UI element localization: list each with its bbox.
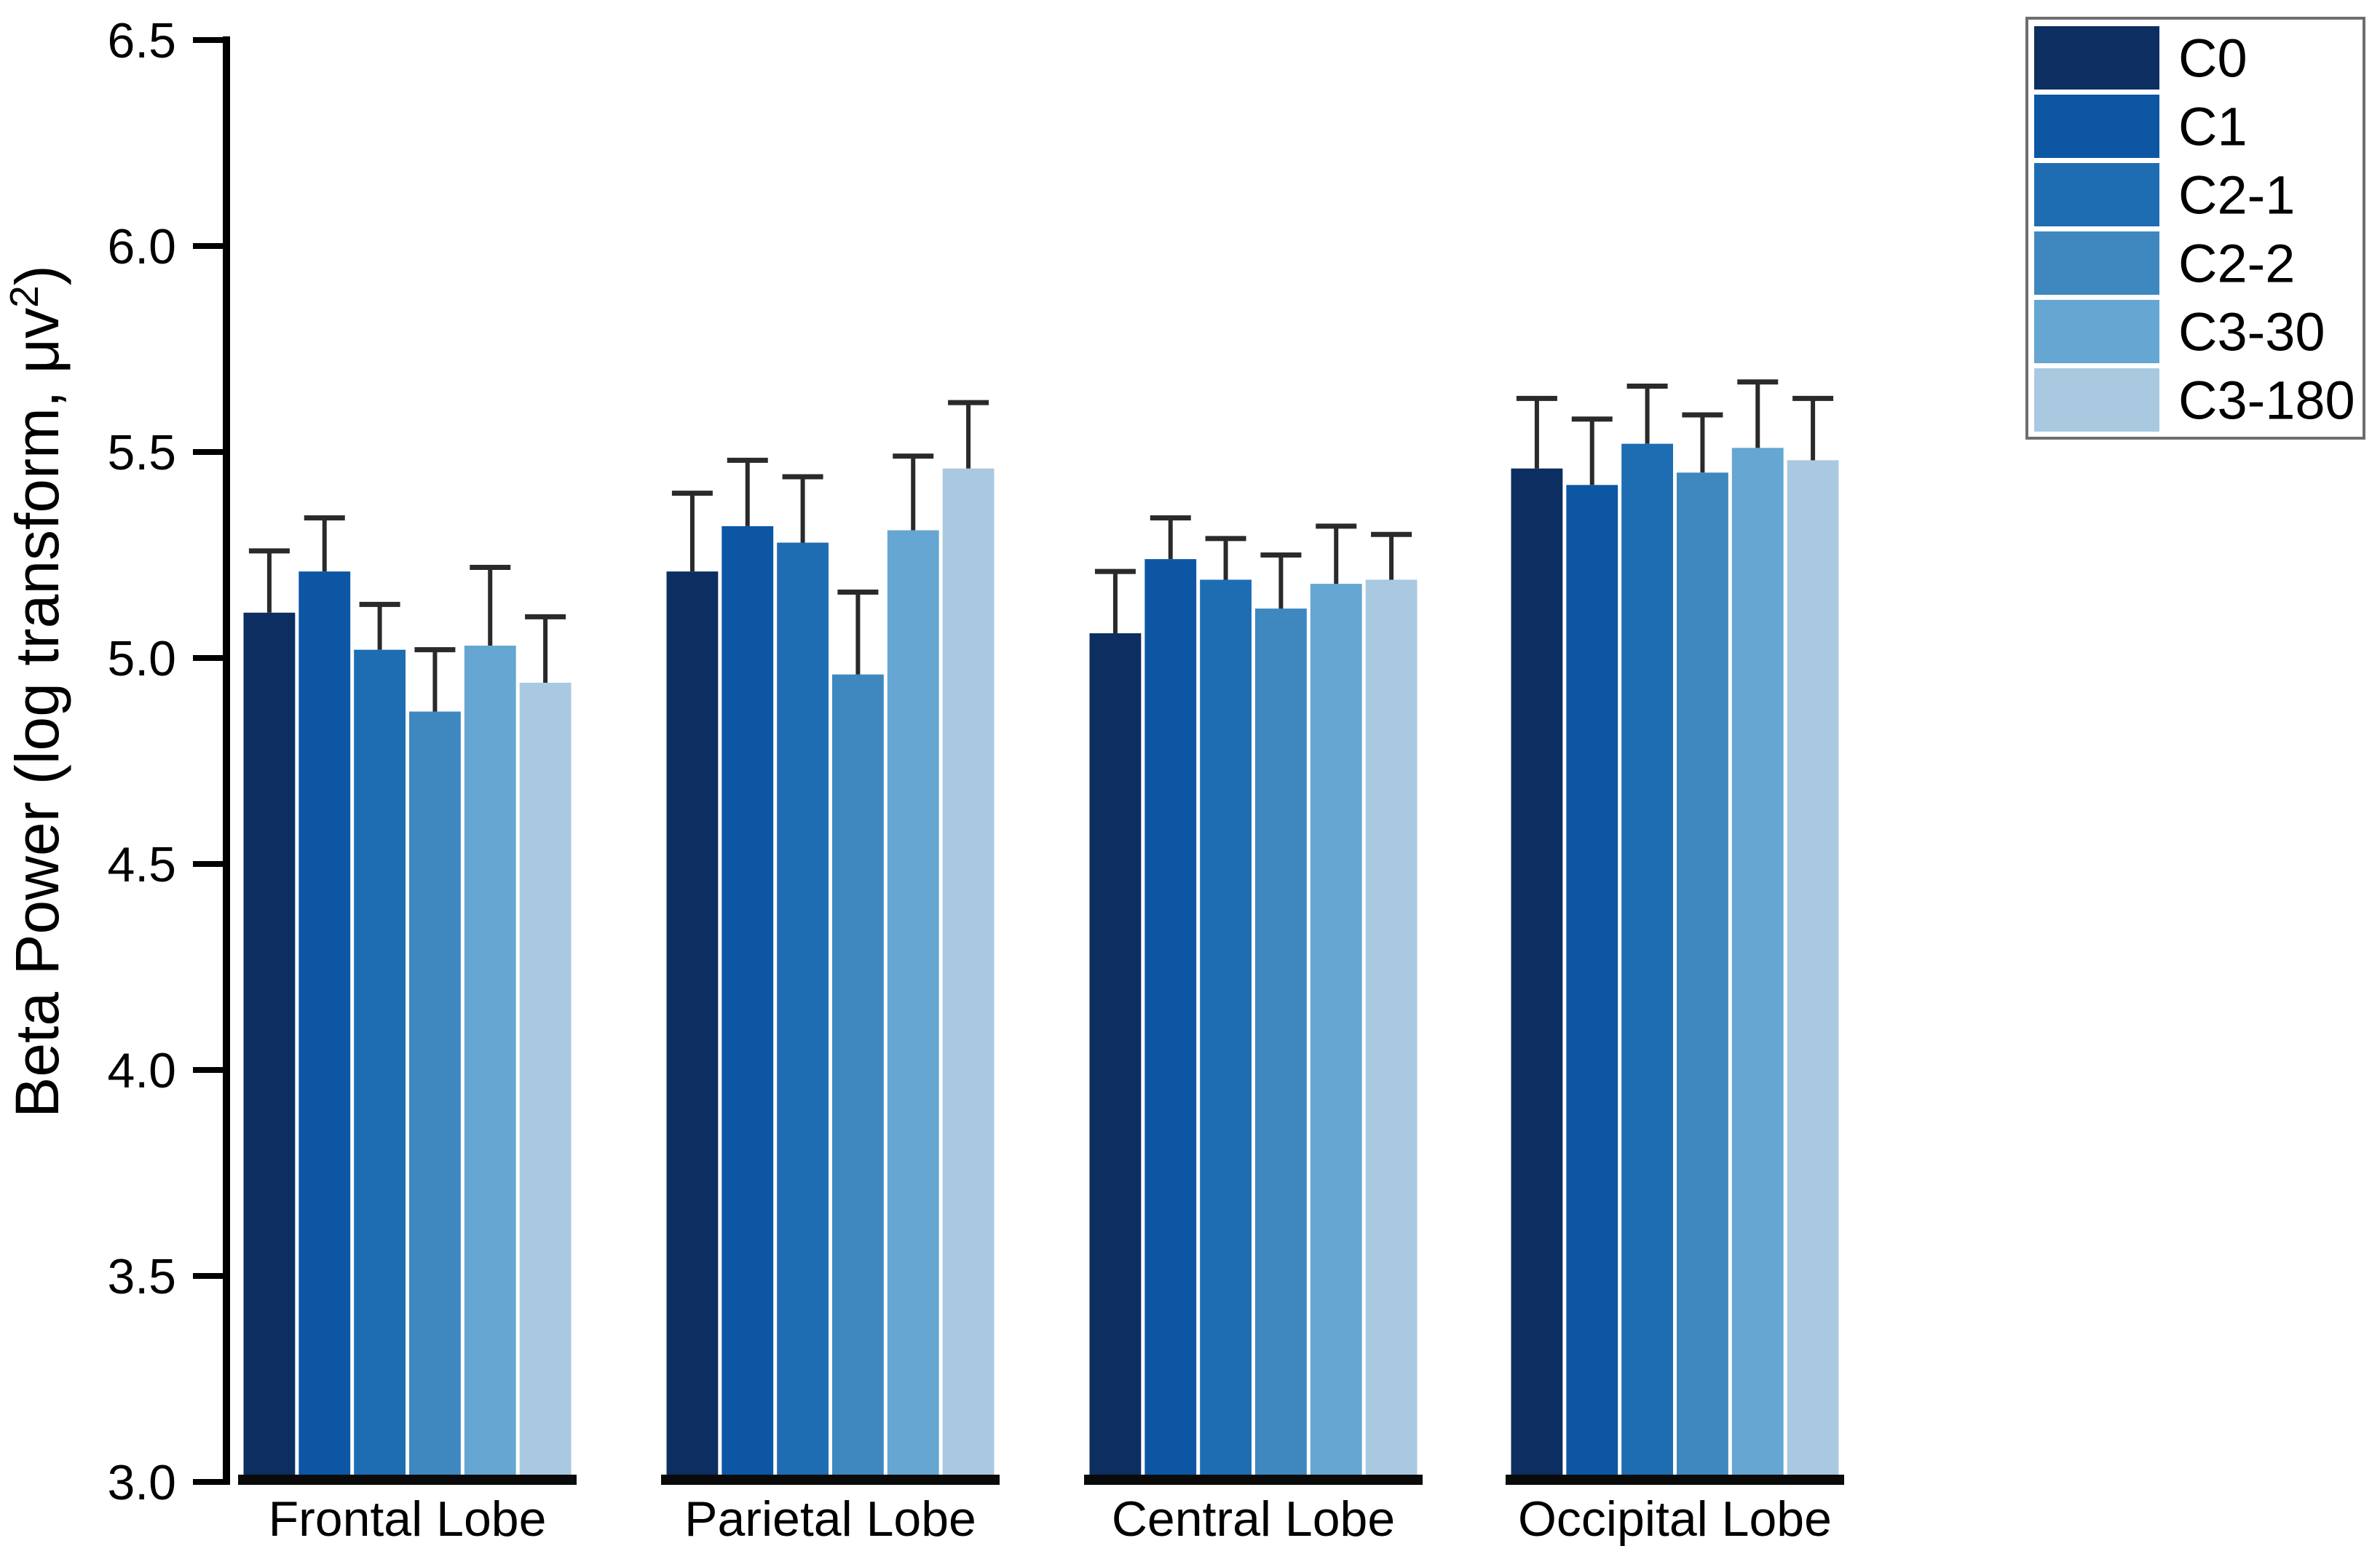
bar-C1-frontal (299, 571, 351, 1479)
bar-C0-occipital (1511, 468, 1563, 1479)
x-category-label: Central Lobe (1112, 1491, 1395, 1547)
y-axis: 3.0 3.5 4.0 4.5 5.0 5.5 6.0 6.5 Beta Power (log … (1, 13, 230, 1510)
y-tick-label: 5.0 (107, 631, 176, 686)
x-category-label: Occipital Lobe (1518, 1491, 1832, 1547)
legend-label-C1: C1 (2178, 97, 2247, 157)
y-tick-label: 6.0 (107, 219, 176, 274)
y-axis-title: Beta Power (log transform, μv2) (1, 265, 71, 1117)
legend-swatch-C1 (2034, 95, 2159, 158)
y-tick-label: 4.0 (107, 1043, 176, 1098)
x-category-label: Parietal Lobe (684, 1491, 976, 1547)
legend-swatch-C3-180 (2034, 368, 2159, 432)
bar-C3-30-central (1310, 584, 1362, 1479)
legend-label-C0: C0 (2178, 28, 2247, 89)
x-baseline-segment (661, 1475, 1000, 1485)
bar-C2-2-parietal (832, 674, 884, 1479)
bar-C2-1-parietal (777, 542, 829, 1479)
bar-C3-30-parietal (887, 530, 939, 1479)
bar-C3-180-central (1365, 579, 1418, 1480)
y-tick-label: 5.5 (107, 425, 176, 480)
bar-C3-180-frontal (519, 682, 572, 1480)
bar-C2-2-central (1255, 608, 1307, 1479)
y-tick-label: 3.5 (107, 1249, 176, 1304)
bar-C2-1-central (1200, 579, 1252, 1480)
bar-C0-frontal (243, 612, 296, 1479)
x-axis-labels: Frontal Lobe Parietal Lobe Central Lobe Occ… (269, 1491, 1832, 1547)
y-tick-label: 3.0 (107, 1455, 176, 1510)
bar-C0-parietal (666, 571, 719, 1479)
bar-C2-1-frontal (354, 649, 406, 1480)
bar-C3-180-occipital (1787, 460, 1839, 1479)
legend-swatch-C0 (2034, 26, 2159, 90)
legend-label-C2-2: C2-2 (2178, 234, 2295, 294)
x-baseline-segment (1506, 1475, 1844, 1485)
bar-C2-2-frontal (409, 711, 461, 1479)
legend: C0 C1 C2-1 C2-2 C3-30 C3-180 (2025, 17, 2365, 440)
legend-swatch-C3-30 (2034, 300, 2159, 363)
bar-C1-occipital (1566, 485, 1618, 1479)
bar-C3-180-parietal (942, 468, 995, 1479)
bar-C1-parietal (721, 526, 774, 1479)
y-tick-label: 4.5 (107, 837, 176, 892)
legend-swatch-C2-1 (2034, 163, 2159, 226)
x-baseline-segment (238, 1475, 577, 1485)
bar-C3-30-occipital (1731, 448, 1784, 1479)
bar-C2-1-occipital (1621, 443, 1673, 1480)
legend-label-C3-180: C3-180 (2178, 370, 2355, 431)
bar-C3-30-frontal (464, 646, 516, 1479)
y-tick-label: 6.5 (107, 13, 176, 68)
legend-label-C3-30: C3-30 (2178, 302, 2325, 362)
legend-swatch-C2-2 (2034, 231, 2159, 295)
x-baseline-segment (1084, 1475, 1423, 1485)
bars-layer (238, 379, 1844, 1485)
bar-C0-central (1089, 633, 1142, 1479)
bar-C2-2-occipital (1677, 472, 1728, 1479)
x-category-label: Frontal Lobe (269, 1491, 547, 1547)
bar-C1-central (1144, 559, 1197, 1480)
legend-label-C2-1: C2-1 (2178, 165, 2295, 226)
